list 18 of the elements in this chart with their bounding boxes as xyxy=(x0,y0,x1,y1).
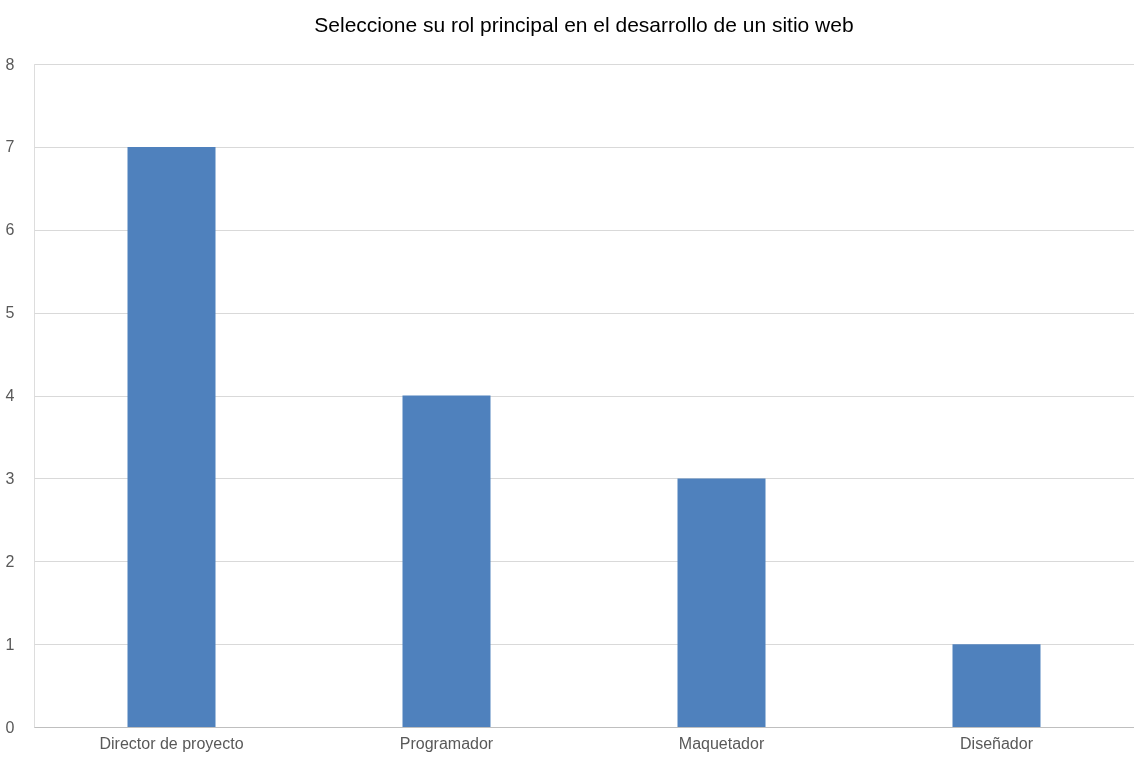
y-tick-label: 3 xyxy=(5,469,15,487)
chart-title: Seleccione su rol principal en el desarrollo de un sitio web xyxy=(314,13,854,36)
x-tick-label: Director de proyecto xyxy=(99,734,244,752)
bar xyxy=(952,644,1041,727)
y-tick-label: 7 xyxy=(5,138,15,156)
bar xyxy=(402,395,491,727)
x-tick-label: Maquetador xyxy=(678,734,765,752)
bar xyxy=(677,478,766,727)
x-tick-label: Diseñador xyxy=(960,734,1034,752)
y-tick-label: 2 xyxy=(5,552,15,570)
y-tick-label: 6 xyxy=(5,221,15,239)
x-tick-label: Programador xyxy=(399,734,494,752)
bar xyxy=(127,146,216,727)
y-tick-label: 0 xyxy=(5,718,15,736)
y-tick-label: 8 xyxy=(5,55,15,73)
y-tick-label: 5 xyxy=(5,304,15,322)
y-tick-label: 4 xyxy=(5,387,15,404)
y-tick-label: 1 xyxy=(5,635,15,653)
